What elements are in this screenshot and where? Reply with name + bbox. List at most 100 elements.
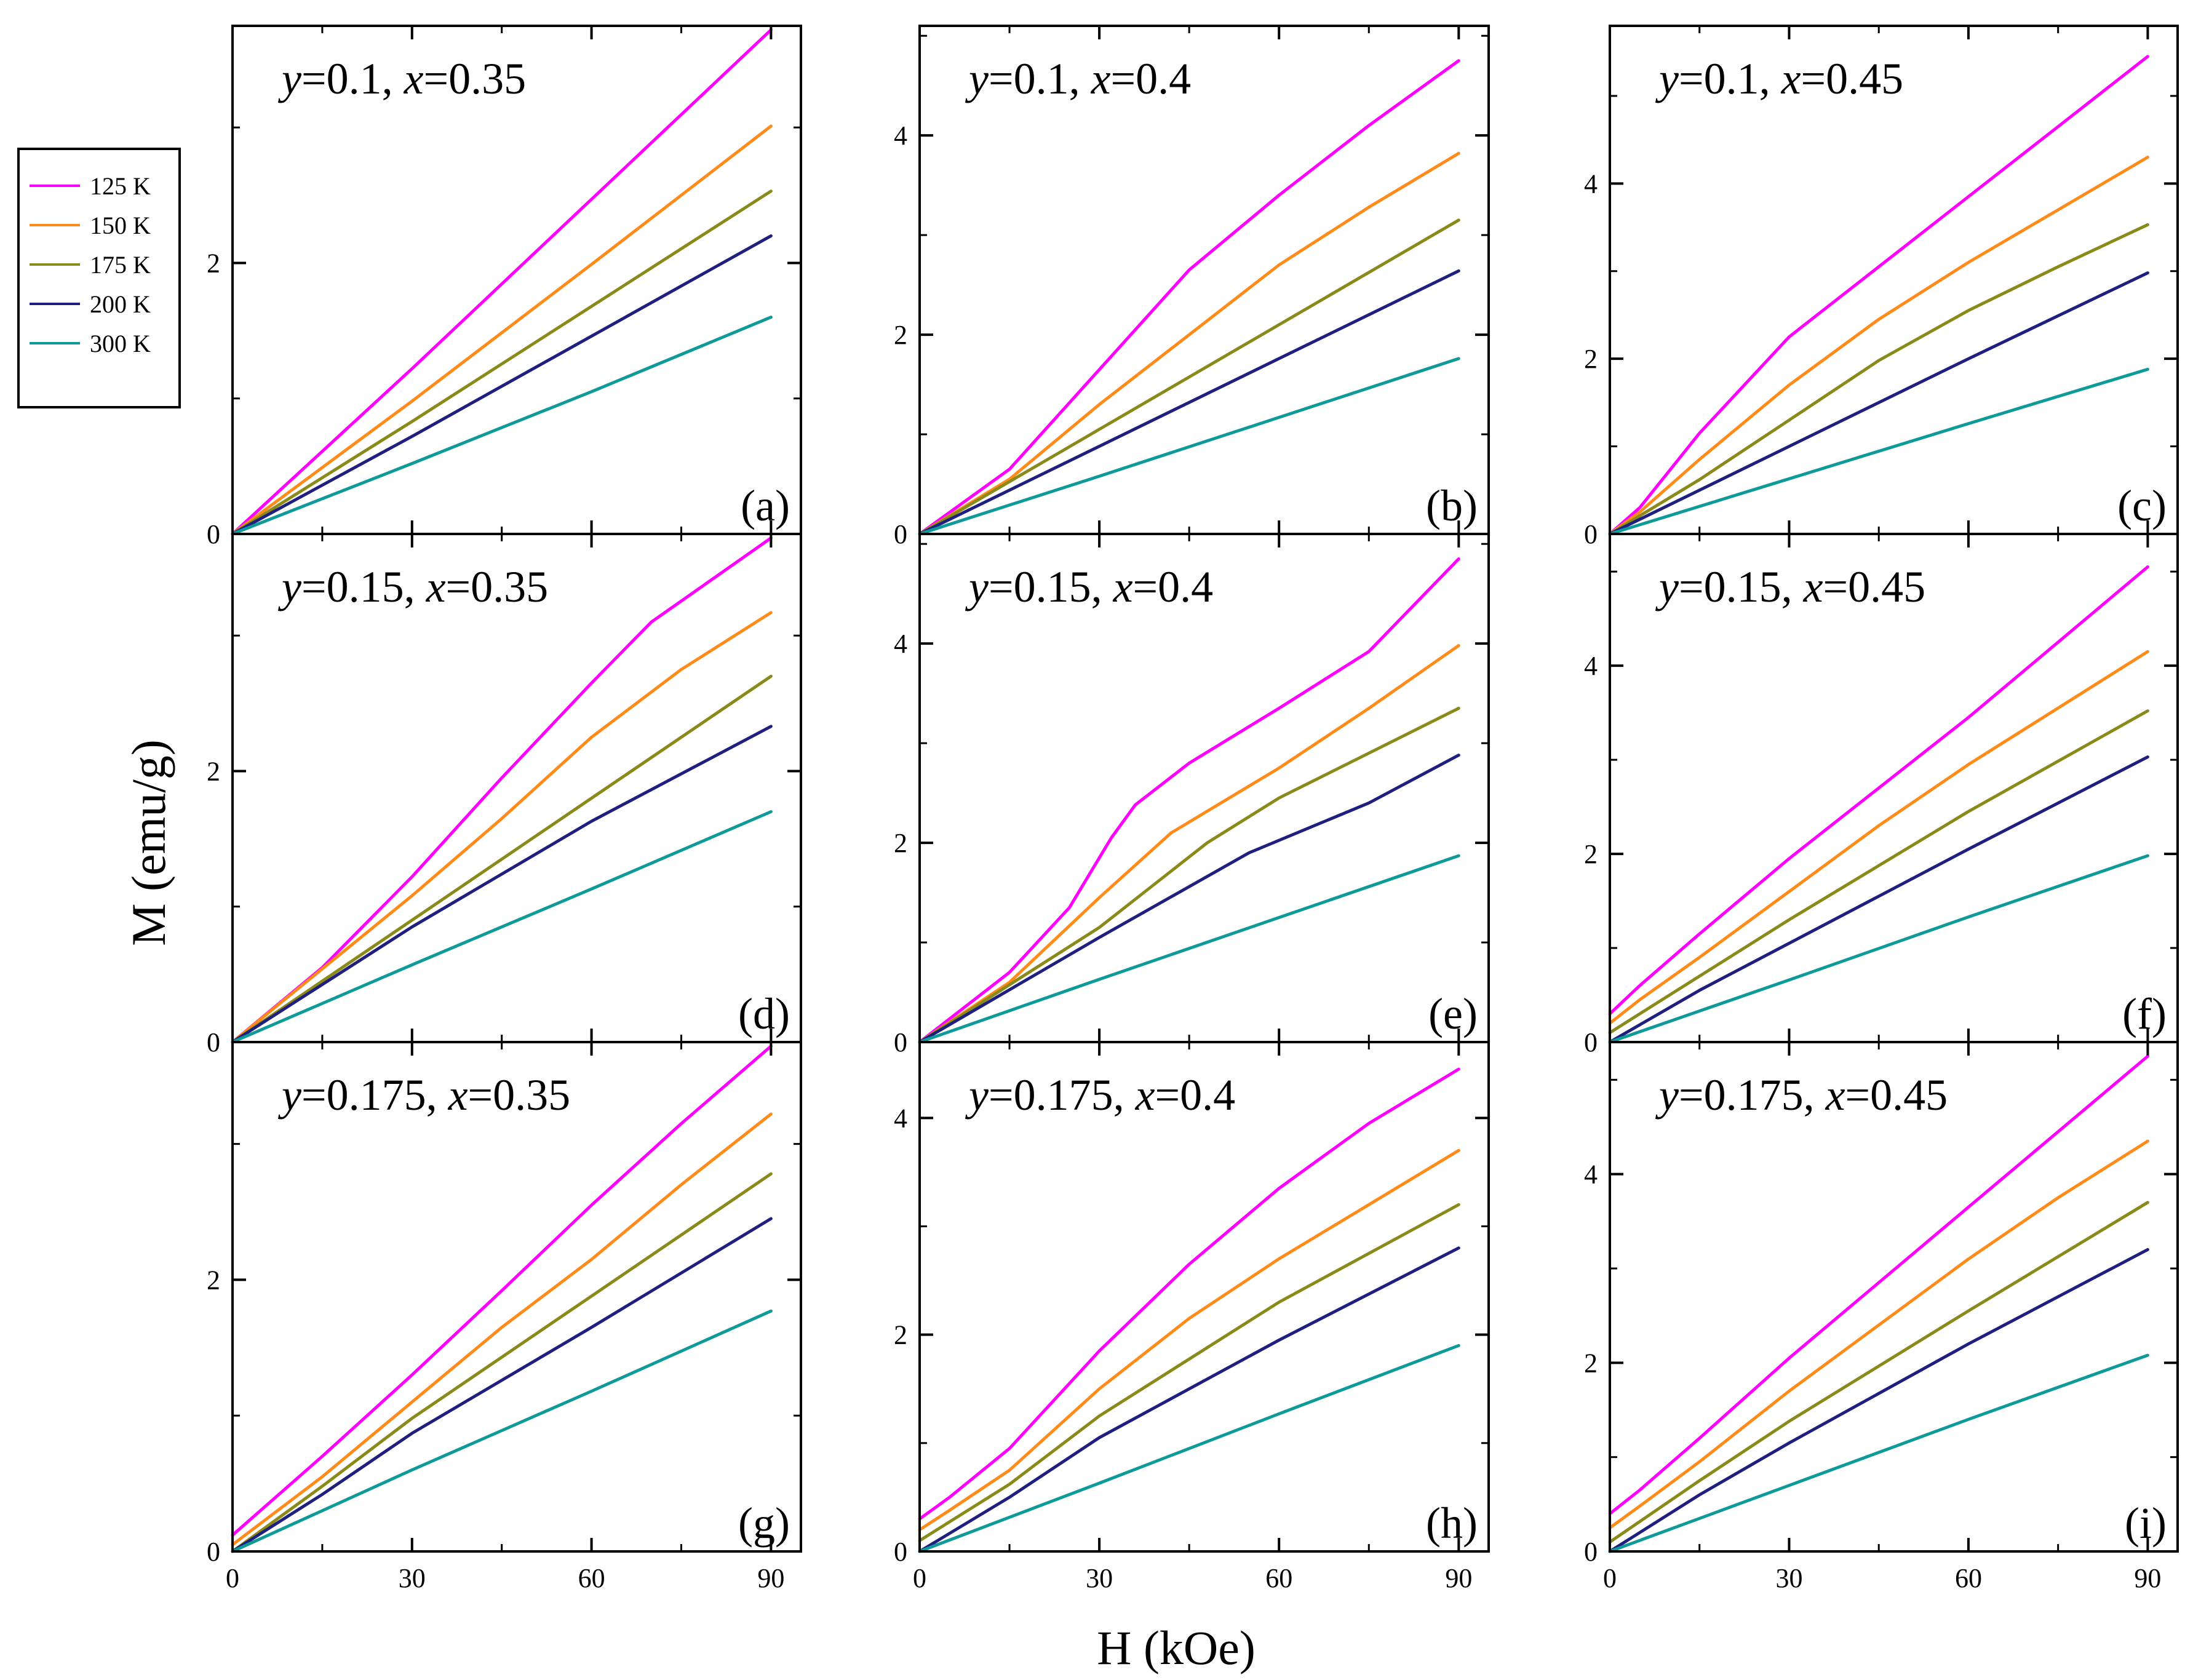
legend-label: 125 K	[90, 172, 151, 200]
legend-label: 150 K	[90, 212, 151, 239]
x-axis-title: H (kOe)	[1097, 1621, 1256, 1674]
series-line-150k	[231, 124, 773, 536]
series-line-300k	[918, 357, 1460, 536]
plot-frame	[918, 1041, 1490, 1553]
series-line-175k	[918, 1203, 1460, 1542]
panel-letter: (f)	[2122, 989, 2167, 1038]
panel-letter: (h)	[1426, 1499, 1478, 1548]
series-line-125k	[1608, 1054, 2149, 1516]
series-line-150k	[918, 1149, 1460, 1532]
panel-title: y=0.1, x=0.4	[965, 54, 1191, 103]
x-tick-label: 30	[1775, 1563, 1802, 1593]
series-line-125k	[918, 1067, 1460, 1521]
series-line-200k	[1608, 271, 2149, 536]
y-tick-label: 2	[1584, 1348, 1598, 1378]
x-tick-label: 30	[1086, 1563, 1113, 1593]
series-line-150k	[1608, 156, 2149, 536]
y-tick-label: 4	[894, 1103, 907, 1133]
x-tick-label: 90	[1445, 1563, 1472, 1593]
x-tick-label: 0	[1603, 1563, 1617, 1593]
panel-title: y=0.1, x=0.45	[1655, 54, 1903, 103]
y-tick-label: 0	[1584, 1537, 1598, 1567]
plot-frame	[231, 1041, 802, 1553]
series-line-125k	[918, 557, 1460, 1044]
series-line-150k	[1608, 1139, 2149, 1530]
panel-letter: (i)	[2125, 1499, 2167, 1548]
panel-letter: (b)	[1426, 481, 1478, 530]
panel-e: 0 2 4 y=0.15, x=0.4 (e)	[894, 533, 1490, 1057]
legend: 125 K 150 K 175 K 200 K 300 K	[17, 148, 181, 408]
panel-title: y=0.15, x=0.35	[277, 562, 548, 611]
panel-title-value: 0.175	[1704, 1070, 1804, 1120]
x-tick-label: 60	[1955, 1563, 1982, 1593]
series-line-300k	[918, 854, 1460, 1044]
y-tick-label: 4	[894, 629, 907, 659]
x-tick-label: 0	[913, 1563, 926, 1593]
y-tick-label: 2	[1584, 839, 1598, 869]
series-line-175k	[918, 706, 1460, 1044]
panel-title-value: 0.4	[1136, 54, 1191, 103]
series-line-175k	[231, 1172, 773, 1553]
panel-title-value: 0.35	[493, 1070, 570, 1120]
series-line-300k	[231, 810, 773, 1044]
panel-title-value: 0.35	[471, 562, 548, 611]
y-tick-label: 0	[894, 519, 907, 549]
y-tick-label: 4	[1584, 169, 1598, 199]
panel-a: 0 2 y=0.1, x=0.35 (a)	[207, 25, 802, 549]
y-tick-label: 2	[894, 320, 907, 350]
panel-letter: (e)	[1428, 989, 1478, 1038]
panel-title-value: 0.175	[1014, 1070, 1113, 1120]
panel-title: y=0.175, x=0.4	[965, 1070, 1235, 1120]
panel-title: y=0.15, x=0.4	[965, 562, 1213, 611]
y-tick-label: 0	[207, 1027, 220, 1057]
x-tick-label: 60	[578, 1563, 605, 1593]
series-line-175k	[918, 218, 1460, 536]
panel-title-value: 0.4	[1158, 562, 1213, 611]
series-line-300k	[1608, 854, 2149, 1044]
y-tick-label: 2	[1584, 344, 1598, 374]
series-line-300k	[231, 316, 773, 536]
series-line-300k	[1608, 1353, 2149, 1553]
series-line-300k	[231, 1309, 773, 1553]
y-axis-title: M (emu/g)	[122, 739, 175, 946]
panel-f: 0 2 4 y=0.15, x=0.45 (f)	[1584, 533, 2179, 1057]
series-line-200k	[918, 1246, 1460, 1553]
panel-title: y=0.1, x=0.35	[277, 54, 526, 103]
y-tick-label: 2	[894, 828, 907, 858]
panel-title-value: 0.35	[448, 54, 526, 103]
panel-i: 0 2 4 0 30 60 90 y=0.175, x=0.45 (i)	[1584, 1041, 2179, 1593]
series-line-175k	[1608, 1201, 2149, 1544]
panel-title-value: 0.1	[1704, 54, 1759, 103]
panel-title-value: 0.15	[1704, 562, 1781, 611]
y-tick-label: 4	[1584, 651, 1598, 681]
series-line-150k	[231, 1112, 773, 1547]
plot-frame	[1609, 1041, 2179, 1553]
y-tick-label: 0	[1584, 519, 1598, 549]
panel-b: 0 2 4 y=0.1, x=0.4 (b)	[894, 25, 1490, 549]
legend-label: 200 K	[90, 290, 151, 318]
legend-label: 300 K	[90, 330, 151, 357]
x-tick-label: 60	[1265, 1563, 1292, 1593]
series-line-125k	[1608, 55, 2149, 536]
panel-h: 0 2 4 0 30 60 90 y=0.175, x=0.4 (h)	[894, 1041, 1490, 1593]
y-tick-label: 0	[1584, 1027, 1598, 1057]
x-tick-label: 90	[2134, 1563, 2161, 1593]
series-line-175k	[231, 674, 773, 1044]
panel-title-value: 0.1	[1014, 54, 1069, 103]
panel-letter: (c)	[2117, 481, 2167, 530]
panel-title: y=0.15, x=0.45	[1655, 562, 1925, 611]
series-line-125k	[918, 59, 1460, 536]
panel-letter: (a)	[741, 481, 790, 530]
series-line-175k	[1608, 709, 2149, 1035]
series-line-150k	[231, 611, 773, 1044]
panel-title-value: 0.15	[1014, 562, 1091, 611]
y-tick-label: 4	[1584, 1160, 1598, 1190]
panel-title-value: 0.1	[327, 54, 382, 103]
series-line-125k	[1608, 565, 2149, 1016]
y-tick-label: 2	[207, 248, 220, 278]
series-line-200k	[231, 725, 773, 1044]
panel-letter: (g)	[738, 1499, 790, 1548]
series-line-200k	[231, 234, 773, 536]
series-line-300k	[1608, 367, 2149, 536]
